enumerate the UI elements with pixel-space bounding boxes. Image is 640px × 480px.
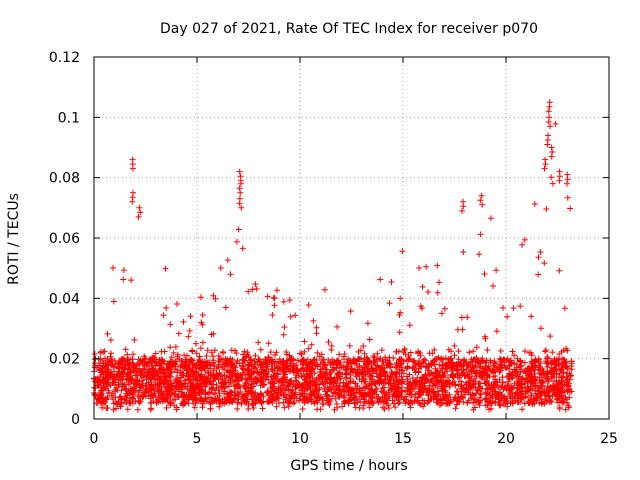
x-tick-label: 15 (394, 431, 412, 447)
y-tick-label: 0.04 (49, 291, 80, 307)
y-axis-label: ROTI / TECUs (6, 193, 22, 285)
roti-plus-markers (91, 99, 575, 413)
axis-ticks (93, 56, 610, 420)
chart-title: Day 027 of 2021, Rate Of TEC Index for r… (160, 21, 538, 37)
grid (94, 57, 609, 419)
y-tick-labels: 0 0.02 0.04 0.06 0.08 0.1 0.12 (49, 50, 80, 428)
y-tick-label: 0 (71, 412, 80, 428)
y-tick-label: 0.1 (58, 110, 80, 126)
x-tick-label: 0 (90, 431, 99, 447)
x-tick-label: 5 (193, 431, 202, 447)
y-tick-label: 0.12 (49, 50, 80, 66)
y-tick-label: 0.02 (49, 352, 80, 368)
y-tick-label: 0.08 (49, 171, 80, 187)
x-tick-label: 20 (497, 431, 515, 447)
x-tick-label: 10 (291, 431, 309, 447)
data-points (91, 99, 575, 413)
x-axis-label: GPS time / hours (290, 458, 407, 474)
x-tick-label: 25 (600, 431, 618, 447)
x-tick-labels: 0 5 10 15 20 25 (90, 431, 618, 447)
y-tick-label: 0.06 (49, 231, 80, 247)
